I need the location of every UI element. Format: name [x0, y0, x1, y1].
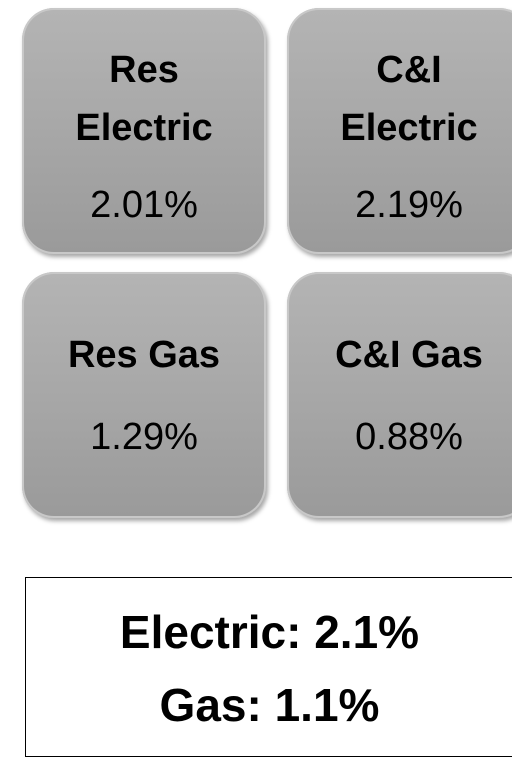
tile-value: 2.01% — [90, 184, 198, 226]
tile-title: Res Gas — [67, 334, 221, 376]
tile-title: C&I Gas — [335, 334, 483, 376]
summary-box: Electric: 2.1% Gas: 1.1% — [25, 577, 512, 757]
tile-title: Electric — [75, 107, 213, 149]
tile-title: Electric — [340, 107, 478, 149]
tile: C&I Electric 2.19% — [287, 8, 512, 254]
tile: Res Electric 2.01% — [22, 8, 266, 254]
summary-line: Electric: 2.1% — [119, 606, 420, 658]
tile-title: Res — [109, 49, 179, 91]
tile-value: 0.88% — [355, 416, 463, 458]
tile-title: C&I — [376, 49, 442, 91]
tile: C&I Gas 0.88% — [287, 272, 512, 518]
summary-line: Gas: 1.1% — [159, 679, 380, 731]
tile-value: 1.29% — [90, 416, 198, 458]
tile: Res Gas 1.29% — [22, 272, 266, 518]
tile-value: 2.19% — [355, 184, 463, 226]
